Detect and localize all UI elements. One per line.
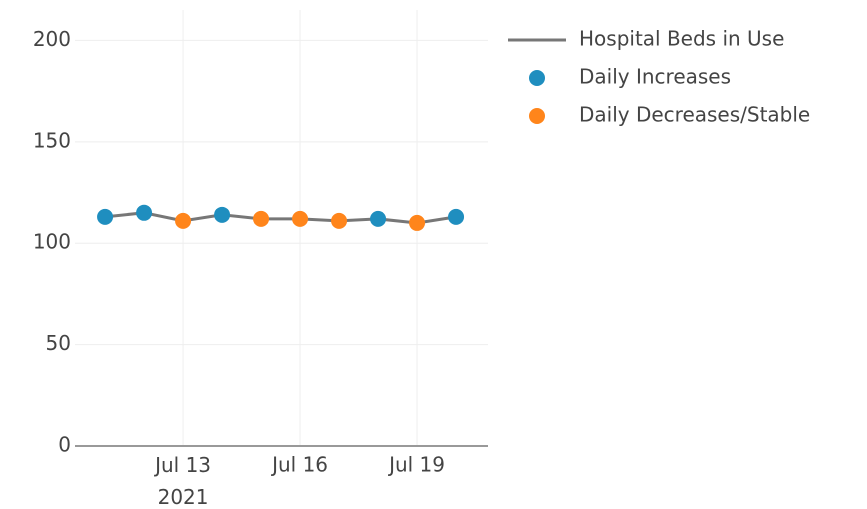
y-tick-label: 150 [33, 128, 71, 152]
y-tick-label: 50 [46, 331, 71, 355]
y-tick-label: 200 [33, 27, 71, 51]
marker [97, 208, 114, 225]
marker [331, 212, 348, 229]
legend-swatch [529, 70, 545, 86]
x-tick-label: Jul 13 2021 [153, 453, 211, 509]
y-tick-label: 0 [58, 433, 71, 457]
x-tick-label: Jul 16 [270, 453, 328, 477]
y-tick-label: 100 [33, 230, 71, 254]
legend-label: Daily Decreases/Stable [579, 103, 810, 127]
line [104, 211, 457, 225]
legend-label: Hospital Beds in Use [579, 27, 784, 51]
marker [214, 206, 231, 223]
x-tick-label: Jul 19 [387, 453, 445, 477]
marker [136, 204, 153, 221]
marker [253, 210, 270, 227]
marker [292, 210, 309, 227]
legend-swatch [529, 108, 545, 124]
marker [370, 210, 387, 227]
marker [409, 214, 426, 231]
legend-label: Daily Increases [579, 65, 731, 89]
marker [448, 208, 465, 225]
marker [175, 212, 192, 229]
